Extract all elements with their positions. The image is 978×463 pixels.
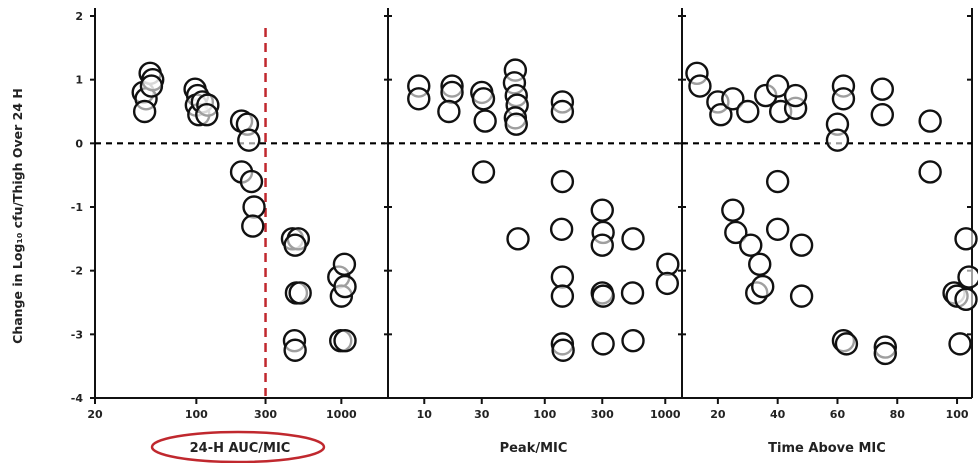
data-point (239, 169, 264, 194)
data-point (834, 332, 859, 356)
x-tick-label: 100 (185, 408, 208, 421)
data-point (283, 338, 307, 362)
data-point (332, 252, 357, 276)
data-point (783, 83, 808, 108)
x-tick-label: 100 (946, 408, 969, 421)
data-point (621, 227, 645, 251)
y-tick-label: -1 (71, 201, 83, 214)
x-tick-label: 1000 (650, 408, 681, 421)
data-point (789, 233, 814, 257)
data-point (241, 214, 265, 238)
data-point (506, 227, 530, 251)
y-tick-label: 1 (75, 74, 83, 87)
data-point (954, 227, 978, 251)
data-point (620, 281, 645, 305)
data-point (283, 233, 307, 257)
data-point (621, 329, 645, 353)
data-point (656, 252, 680, 276)
data-point (550, 99, 575, 124)
x-tick-label: 30 (474, 408, 490, 421)
x-tick-label: 10 (417, 408, 433, 421)
data-point (591, 332, 615, 356)
data-point (825, 128, 850, 152)
x-tick-label: 100 (533, 408, 556, 421)
y-tick-label: -2 (71, 265, 83, 278)
data-point (549, 217, 574, 241)
highlight-ellipse (150, 430, 326, 463)
data-point (736, 99, 760, 124)
data-point (870, 102, 895, 127)
data-point (333, 329, 357, 353)
data-point (590, 198, 614, 222)
data-point (132, 99, 157, 124)
data-point (918, 109, 942, 133)
panel-peak-mic: 10 30 100 300 1000 Peak/MIC (384, 8, 682, 456)
x-tick-label: 40 (770, 408, 786, 421)
data-point (739, 233, 763, 257)
data-point (765, 169, 790, 194)
data-point (765, 217, 790, 241)
data-point (748, 252, 772, 276)
panel-time-above-mic: 20 40 60 80 100 Time Above MIC (678, 8, 978, 456)
data-point (870, 77, 895, 101)
data-point (948, 332, 972, 356)
data-point (551, 338, 575, 362)
data-point (288, 281, 312, 305)
data-point (437, 99, 461, 124)
data-point (550, 169, 575, 194)
data-point (550, 284, 575, 308)
data-point (721, 87, 745, 111)
data-point (918, 160, 942, 184)
x-tick-label: 80 (890, 408, 906, 421)
data-point (471, 160, 496, 184)
data-point (873, 341, 897, 366)
data-point (688, 74, 712, 98)
data-point (195, 102, 219, 127)
panel-auc-mic: 2 1 0 -1 -2 -3 -420 100 300 1000 24-H AUC/MIC (71, 8, 388, 463)
data-point (550, 265, 575, 289)
data-point (765, 74, 790, 98)
data-point (954, 287, 978, 312)
data-point (789, 284, 814, 308)
x-tick-label: 300 (254, 408, 277, 421)
x-tick-label: 60 (830, 408, 846, 421)
x-axis-title: Time Above MIC (768, 441, 886, 456)
x-tick-label: 20 (87, 408, 103, 421)
data-point (471, 87, 496, 111)
data-point (709, 102, 733, 127)
data-point (591, 284, 615, 308)
data-point (724, 220, 748, 245)
y-tick-label: -4 (71, 392, 84, 405)
data-point (440, 80, 464, 105)
data-point (655, 271, 680, 296)
x-tick-label: 300 (591, 408, 614, 421)
data-point (237, 128, 261, 152)
data-point (721, 198, 745, 222)
x-axis-title: Peak/MIC (500, 441, 568, 456)
x-axis-title: 24-H AUC/MIC (190, 441, 291, 456)
y-tick-label: -3 (71, 328, 83, 341)
data-point (333, 274, 357, 299)
data-point (407, 87, 431, 111)
data-point (139, 74, 164, 98)
data-point (590, 233, 614, 257)
y-tick-label: 2 (75, 10, 83, 23)
y-tick-label: 0 (75, 137, 83, 150)
data-point (504, 112, 528, 136)
data-point (831, 87, 856, 111)
x-tick-label: 20 (710, 408, 726, 421)
y-axis-label: Change in Log₁₀ cfu/Thigh Over 24 H (10, 88, 25, 344)
data-point (242, 195, 266, 219)
data-point (473, 109, 497, 133)
data-point (957, 265, 978, 289)
x-tick-label: 1000 (326, 408, 357, 421)
data-point (751, 274, 775, 299)
